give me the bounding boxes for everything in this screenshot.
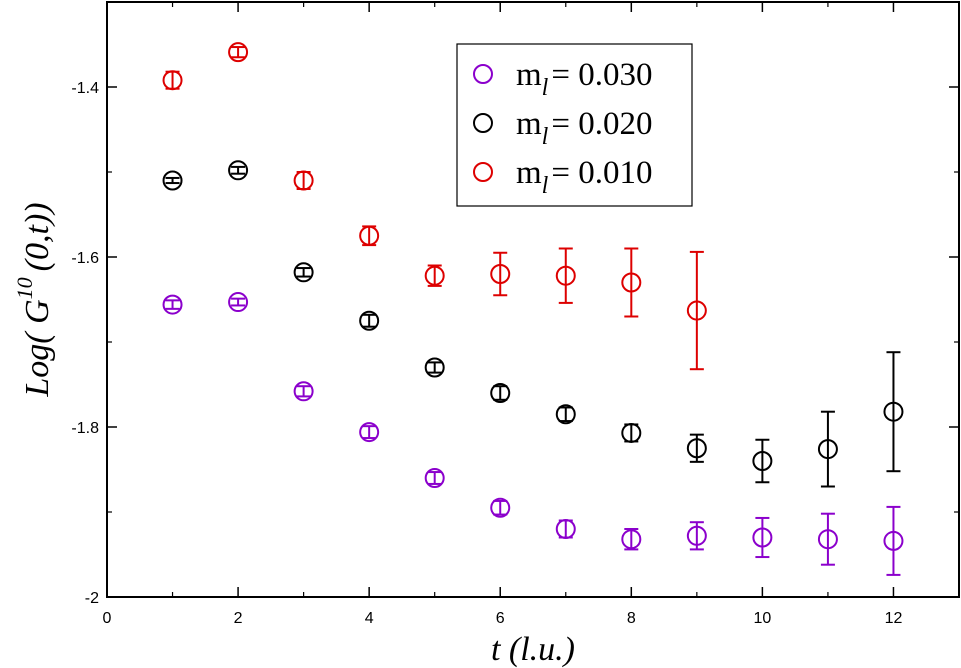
legend-label: ml= 0.030 xyxy=(516,57,652,101)
data-point xyxy=(883,530,904,551)
x-tick-label: 12 xyxy=(885,610,903,627)
data-point xyxy=(555,519,576,539)
legend-symbol: m xyxy=(516,57,542,93)
data-marks xyxy=(162,42,904,576)
x-tick-label: 2 xyxy=(234,610,243,627)
data-point xyxy=(359,225,380,246)
data-point xyxy=(490,383,511,403)
data-point xyxy=(686,300,707,321)
legend-marker xyxy=(473,64,493,84)
y-axis-title: Log( G10 (0,t)) xyxy=(12,202,56,397)
legend-marker xyxy=(473,113,493,133)
x-tick-label: 6 xyxy=(496,610,505,627)
legend-value: = 0.010 xyxy=(551,155,652,191)
y-axis-title-superscript: 10 xyxy=(12,277,37,299)
data-point xyxy=(162,170,183,191)
y-axis-title-prefix: Log( G xyxy=(19,299,56,397)
x-axis-title: t (l.u.) xyxy=(491,631,575,668)
legend-value: = 0.030 xyxy=(551,57,652,93)
data-point xyxy=(817,439,838,460)
legend-subscript: l xyxy=(542,173,549,199)
data-point xyxy=(424,468,445,488)
data-point xyxy=(293,381,314,402)
data-point xyxy=(686,438,707,459)
legend-entry: ml= 0.030 xyxy=(473,57,652,101)
data-point xyxy=(621,272,642,293)
y-tick-label: -2 xyxy=(85,590,99,607)
data-point xyxy=(621,422,642,443)
data-point xyxy=(621,529,642,550)
data-point xyxy=(228,292,249,313)
y-tick-label: -1.8 xyxy=(71,420,99,437)
data-point xyxy=(817,529,838,550)
y-tick-label: -1.4 xyxy=(71,80,99,97)
data-point xyxy=(686,525,707,546)
data-point xyxy=(752,451,773,471)
legend-symbol: m xyxy=(516,106,542,142)
legend-symbol: m xyxy=(516,155,542,191)
data-point xyxy=(293,262,314,283)
data-point xyxy=(555,265,576,286)
legend-entry: ml= 0.020 xyxy=(473,106,652,150)
legend-entry: ml= 0.010 xyxy=(473,155,652,199)
axis-ticks: 0 2 4 6 8 10 12 -2 -1.8 -1.6 -1.4 xyxy=(71,2,959,627)
x-tick-label: 4 xyxy=(365,610,374,627)
legend-marker xyxy=(473,162,493,182)
data-point xyxy=(490,264,511,284)
y-tick-label: -1.6 xyxy=(71,250,99,267)
data-point xyxy=(752,527,773,548)
data-point xyxy=(228,42,249,63)
data-point xyxy=(162,294,183,315)
data-point xyxy=(228,160,249,181)
legend-label: ml= 0.010 xyxy=(516,155,652,199)
data-point xyxy=(555,404,576,425)
data-point xyxy=(883,401,904,422)
legend-subscript: l xyxy=(542,75,549,101)
legend-value: = 0.020 xyxy=(551,106,652,142)
x-tick-label: 8 xyxy=(627,610,636,627)
data-point xyxy=(424,265,445,286)
x-tick-label: 10 xyxy=(753,610,771,627)
data-point xyxy=(293,170,314,191)
y-axis-title-suffix: (0,t)) xyxy=(19,202,56,271)
data-point xyxy=(490,497,511,518)
data-point xyxy=(162,70,183,91)
data-point xyxy=(424,357,445,378)
legend-subscript: l xyxy=(542,124,549,150)
series-3 xyxy=(162,42,707,371)
plot-frame xyxy=(106,1,960,598)
data-point xyxy=(359,310,380,331)
legend-label: ml= 0.020 xyxy=(516,106,652,150)
series-1 xyxy=(162,292,904,576)
data-point xyxy=(359,422,380,443)
x-tick-label: 0 xyxy=(103,610,112,627)
legend-box xyxy=(456,43,693,207)
series-2 xyxy=(162,160,904,488)
